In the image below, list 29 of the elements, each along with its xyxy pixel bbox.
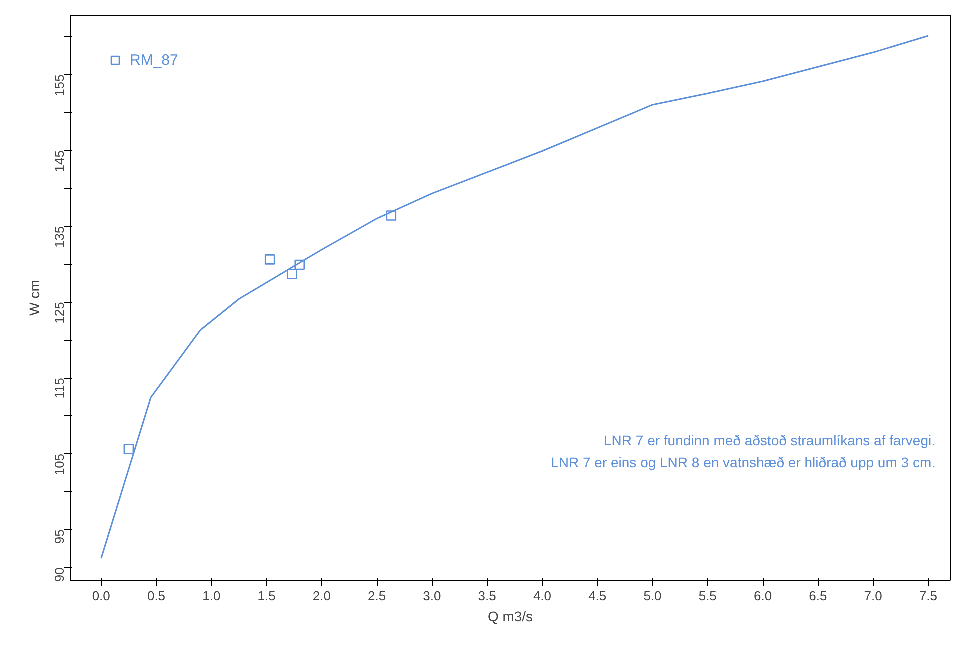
x-tick-label: 0.5 <box>147 588 166 604</box>
x-tick-label: 6.0 <box>754 588 772 604</box>
x-tick-label: 7.0 <box>864 588 882 604</box>
x-tick-label: 3.0 <box>423 588 442 604</box>
x-tick-label: 5.5 <box>698 588 717 604</box>
x-tick-label: 2.5 <box>368 588 386 604</box>
y-tick-label: 155 <box>52 74 67 96</box>
y-tick-label: 95 <box>52 530 67 544</box>
x-tick-label: 3.5 <box>478 588 496 604</box>
y-tick-label: 105 <box>52 454 67 476</box>
y-tick-label: 145 <box>52 150 67 172</box>
x-tick-label: 5.0 <box>644 588 662 604</box>
x-tick-label: 2.0 <box>312 588 331 604</box>
x-tick-label: 0.0 <box>92 588 110 604</box>
y-tick-label: 135 <box>52 226 67 248</box>
x-tick-label: 1.5 <box>258 588 276 604</box>
x-tick-label: 4.0 <box>533 588 552 604</box>
annotation: LNR 7 er eins og LNR 8 en vatnshæð er hliðrað upp um 3 cm. <box>551 454 936 470</box>
legend-label: RM_87 <box>130 52 178 68</box>
x-tick-label: 4.5 <box>588 588 607 604</box>
y-axis-title: W cm <box>26 280 42 316</box>
y-tick-label: 90 <box>52 568 67 582</box>
y-tick-label: 125 <box>52 302 67 324</box>
x-axis-title: Q m3/s <box>488 608 534 624</box>
y-tick-label: 115 <box>52 378 67 399</box>
x-tick-label: 6.5 <box>809 588 828 604</box>
annotation: LNR 7 er fundinn með aðstoð straumlíkans af farvegi. <box>604 432 936 448</box>
x-tick-label: 1.0 <box>202 588 221 604</box>
x-tick-label: 7.5 <box>919 588 938 604</box>
